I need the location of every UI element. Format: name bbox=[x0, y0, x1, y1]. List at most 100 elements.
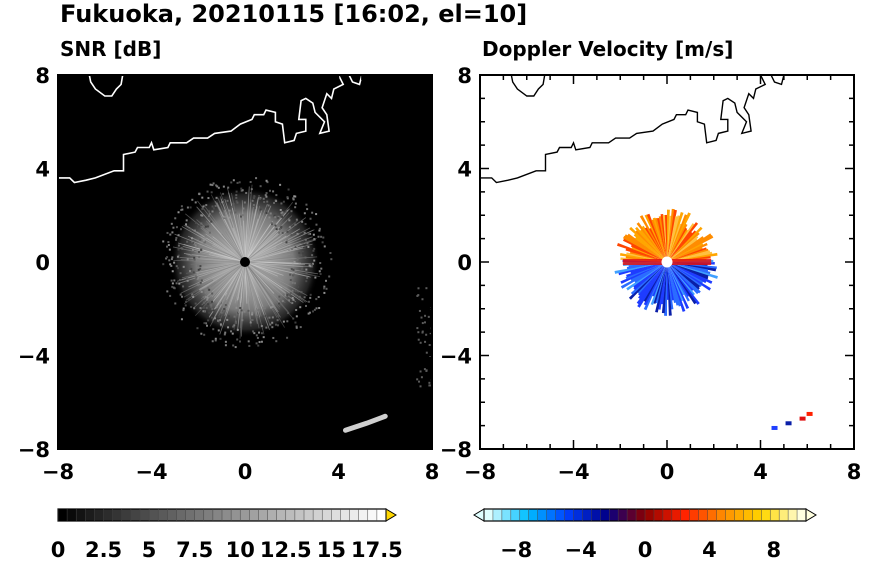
snr-speckle bbox=[257, 344, 260, 347]
snr-speckle bbox=[264, 314, 267, 317]
snr-speckle bbox=[234, 320, 237, 323]
snr-speckle bbox=[248, 344, 251, 347]
snr-clutter bbox=[428, 381, 431, 384]
snr-colorbar-swatch bbox=[212, 509, 223, 521]
snr-speckle bbox=[177, 244, 180, 247]
velocity-wedge bbox=[626, 262, 667, 291]
snr-speckle bbox=[207, 197, 210, 200]
snr-colorbar-swatch bbox=[58, 509, 68, 521]
velocity-wedge bbox=[667, 262, 679, 306]
snr-speckle bbox=[293, 195, 296, 198]
snr-speckle bbox=[291, 263, 294, 266]
snr-speckle bbox=[169, 263, 172, 266]
snr-speckle bbox=[294, 321, 297, 324]
snr-speckle bbox=[179, 279, 182, 282]
snr-speckle bbox=[231, 205, 234, 208]
velocity-wedge bbox=[624, 234, 667, 262]
snr-colorbar-swatch bbox=[376, 509, 387, 521]
snr-speckle bbox=[212, 309, 215, 312]
snr-speckle bbox=[193, 258, 196, 261]
snr-speckle bbox=[238, 181, 241, 184]
snr-speckle bbox=[304, 304, 307, 307]
snr-speckle bbox=[204, 296, 207, 299]
snr-clutter bbox=[429, 332, 432, 335]
snr-speckle bbox=[165, 257, 168, 260]
snr-speckle bbox=[185, 223, 188, 226]
snr-speckle bbox=[175, 265, 178, 268]
snr-speckle bbox=[294, 246, 297, 249]
snr-speckle bbox=[176, 255, 179, 258]
velocity-wedge bbox=[620, 262, 667, 284]
snr-speckle bbox=[194, 201, 197, 204]
snr-speckle bbox=[200, 249, 203, 252]
snr-speckle bbox=[255, 334, 258, 337]
snr-speckle bbox=[223, 308, 226, 311]
snr-speckle bbox=[198, 225, 201, 228]
snr-speckle bbox=[251, 313, 254, 316]
snr-streak bbox=[244, 261, 292, 304]
snr-speckle bbox=[240, 309, 243, 312]
snr-speckle bbox=[262, 336, 265, 339]
snr-streak bbox=[207, 261, 246, 275]
snr-speckle bbox=[302, 252, 305, 255]
velocity-wedge bbox=[667, 235, 714, 262]
snr-speckle bbox=[203, 241, 206, 244]
velocity-wedge bbox=[667, 230, 697, 262]
snr-xtick-label: 8 bbox=[425, 460, 440, 484]
snr-speckle bbox=[208, 213, 211, 216]
snr-speckle bbox=[240, 189, 243, 192]
snr-clutter bbox=[425, 369, 428, 372]
snr-streak bbox=[193, 261, 246, 309]
snr-streak bbox=[238, 213, 246, 263]
snr-speckle bbox=[274, 212, 277, 215]
snr-speckle bbox=[185, 219, 188, 222]
snr-speckle bbox=[251, 199, 254, 202]
snr-streak bbox=[244, 261, 270, 330]
snr-speckle bbox=[202, 296, 205, 299]
snr-speckle bbox=[214, 337, 217, 340]
snr-streak bbox=[196, 219, 246, 263]
snr-speckle bbox=[299, 326, 302, 329]
snr-streak bbox=[226, 261, 246, 300]
snr-speckle bbox=[188, 298, 191, 301]
snr-colorbar-swatch bbox=[130, 509, 141, 521]
snr-speckle bbox=[170, 258, 173, 261]
velocity-wedge bbox=[636, 262, 667, 305]
snr-speckle bbox=[201, 289, 204, 292]
velocity-wedge bbox=[667, 262, 672, 316]
velocity-ytick-label: 4 bbox=[457, 158, 472, 182]
snr-speckle bbox=[319, 262, 322, 265]
snr-speckle bbox=[306, 242, 309, 245]
velocity-wedge bbox=[641, 225, 667, 262]
velocity-colorbar-swatch bbox=[689, 509, 700, 521]
snr-speckle bbox=[291, 281, 294, 284]
snr-speckle bbox=[291, 248, 294, 251]
snr-colorbar-tick-label: 12.5 bbox=[260, 538, 312, 562]
snr-speckle bbox=[191, 294, 194, 297]
velocity-colorbar-tick-label: 0 bbox=[638, 538, 653, 562]
snr-speckle bbox=[227, 315, 230, 318]
snr-speckle bbox=[322, 236, 325, 239]
velocity-colorbar-swatch bbox=[716, 509, 726, 521]
snr-streak bbox=[198, 261, 246, 269]
snr-speckle bbox=[312, 310, 315, 313]
velocity-colorbar-swatch bbox=[484, 509, 494, 521]
velocity-secondary-echo bbox=[771, 425, 778, 430]
snr-speckle bbox=[172, 226, 175, 229]
snr-speckle bbox=[269, 212, 272, 215]
snr-speckle bbox=[311, 211, 314, 214]
snr-speckle bbox=[279, 183, 282, 186]
snr-speckle bbox=[206, 298, 209, 301]
snr-speckle bbox=[280, 226, 283, 229]
snr-colorbar-swatch bbox=[149, 509, 159, 521]
snr-speckle bbox=[249, 318, 252, 321]
velocity-colorbar-swatch bbox=[645, 509, 655, 521]
snr-clutter bbox=[418, 380, 421, 383]
snr-speckle bbox=[177, 234, 180, 237]
snr-colorbar-swatch bbox=[340, 509, 351, 521]
snr-speckle bbox=[319, 273, 322, 276]
snr-speckle bbox=[178, 282, 181, 285]
snr-speckle bbox=[173, 287, 176, 290]
snr-speckle bbox=[162, 240, 165, 243]
snr-speckle bbox=[212, 207, 215, 210]
